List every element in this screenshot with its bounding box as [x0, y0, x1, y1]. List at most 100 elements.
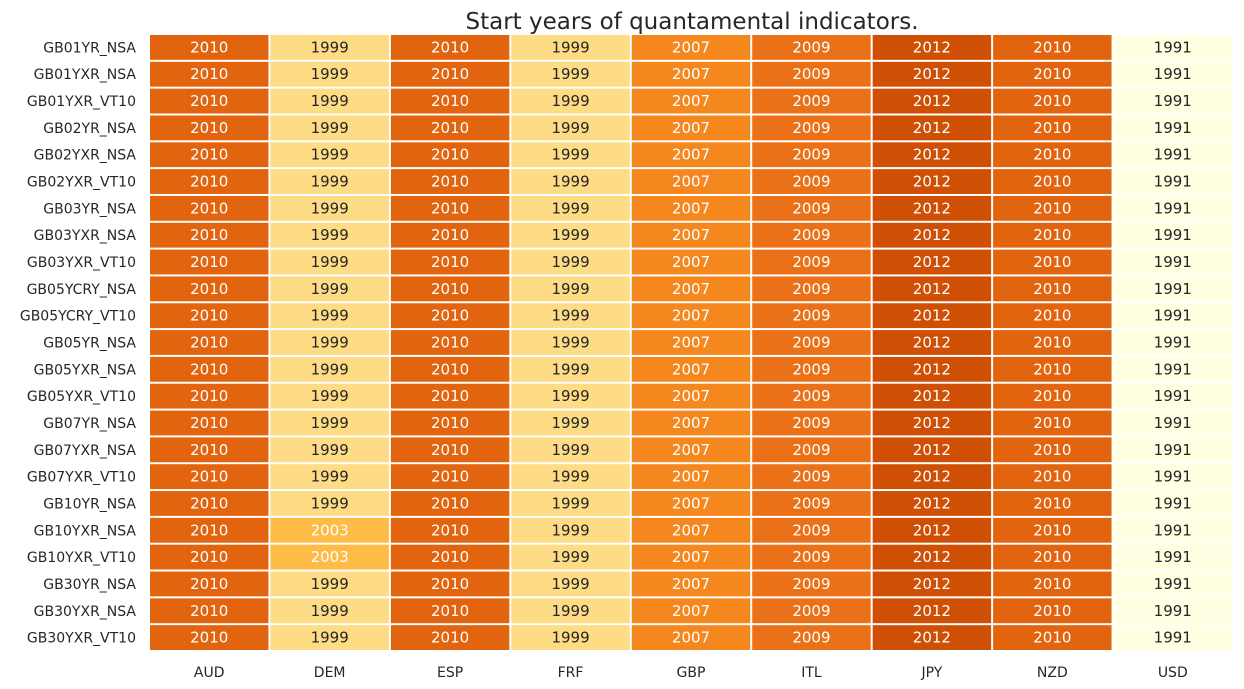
cell-value-label: 2010	[1033, 253, 1071, 271]
cell-value-label: 1999	[311, 334, 349, 352]
heatmap-cell	[270, 195, 389, 221]
heatmap-cell	[270, 598, 389, 624]
cell-value-label: 2007	[672, 92, 710, 110]
heatmap-cell	[993, 517, 1112, 543]
cell-value-label: 2007	[672, 65, 710, 83]
heatmap-cell	[511, 142, 630, 168]
heatmap-cell	[270, 464, 389, 490]
cell-value-label: 1999	[551, 92, 589, 110]
column-tick-label: USD	[1158, 665, 1188, 681]
cell-value-label: 1991	[1154, 146, 1192, 164]
heatmap-cell	[150, 410, 269, 436]
heatmap-cell	[752, 464, 871, 490]
cell-value-label: 2010	[431, 629, 469, 647]
cell-value-label: 1991	[1154, 575, 1192, 593]
heatmap-cell	[511, 464, 630, 490]
heatmap-cell	[270, 61, 389, 87]
cell-value-label: 1999	[311, 92, 349, 110]
heatmap-cell	[1113, 276, 1232, 302]
heatmap-cell	[631, 61, 751, 87]
heatmap-cell	[150, 464, 269, 490]
row-tick-label: GB07YXR_NSA	[34, 443, 137, 459]
heatmap-cell	[150, 142, 269, 168]
cell-value-label: 2012	[913, 441, 951, 459]
cell-value-label: 2012	[913, 65, 951, 83]
row-tick-label: GB03YR_NSA	[43, 201, 136, 217]
cell-value-label: 1991	[1154, 65, 1192, 83]
cell-value-label: 2010	[431, 441, 469, 459]
cell-value-label: 1999	[551, 521, 589, 539]
heatmap-cell	[872, 410, 992, 436]
heatmap-cell	[872, 276, 992, 302]
heatmap-cell	[993, 356, 1112, 382]
heatmap-cell	[752, 61, 871, 87]
heatmap-cell	[511, 571, 630, 597]
row-tick-label: GB10YXR_VT10	[27, 550, 136, 566]
row-tick-label: GB05YR_NSA	[43, 336, 136, 352]
cell-value-label: 2010	[1033, 146, 1071, 164]
cell-value-label: 2009	[792, 548, 830, 566]
heatmap-cell	[993, 571, 1112, 597]
heatmap-cell	[993, 598, 1112, 624]
cell-value-label: 1999	[311, 280, 349, 298]
cell-value-label: 2010	[190, 92, 228, 110]
cell-value-label: 2007	[672, 387, 710, 405]
cell-value-label: 2007	[672, 602, 710, 620]
heatmap-cell	[752, 625, 871, 650]
heatmap-cell	[993, 464, 1112, 490]
cell-value-label: 1999	[311, 494, 349, 512]
heatmap-cell	[631, 303, 751, 329]
cell-value-label: 2007	[672, 280, 710, 298]
cell-value-label: 2009	[792, 38, 830, 56]
cell-value-label: 2010	[1033, 494, 1071, 512]
cell-value-label: 1999	[311, 468, 349, 486]
cell-value-label: 2010	[1033, 334, 1071, 352]
heatmap-cell	[872, 169, 992, 194]
heatmap-cell	[511, 249, 630, 275]
cell-value-label: 2012	[913, 602, 951, 620]
heatmap-cell	[390, 571, 510, 597]
cell-value-label: 2010	[431, 226, 469, 244]
heatmap-cell	[1113, 169, 1232, 194]
cell-value-label: 1999	[311, 441, 349, 459]
heatmap-cell	[872, 464, 992, 490]
cell-value-label: 2012	[913, 575, 951, 593]
cell-value-label: 1991	[1154, 360, 1192, 378]
heatmap-cell	[631, 142, 751, 168]
cell-value-label: 1991	[1154, 414, 1192, 432]
cell-value-label: 2010	[190, 65, 228, 83]
cell-value-label: 1999	[551, 307, 589, 325]
cell-value-label: 1999	[551, 360, 589, 378]
column-tick-label: DEM	[314, 665, 346, 681]
cell-value-label: 2009	[792, 199, 830, 217]
cell-value-label: 2009	[792, 146, 830, 164]
cell-value-label: 2010	[431, 280, 469, 298]
heatmap-cell	[872, 356, 992, 382]
cell-value-label: 2012	[913, 253, 951, 271]
heatmap-cell	[872, 330, 992, 355]
cell-value-label: 2010	[190, 146, 228, 164]
cell-value-label: 2012	[913, 280, 951, 298]
column-tick-label: FRF	[558, 665, 584, 681]
heatmap-cell	[1113, 222, 1232, 248]
cell-value-label: 1999	[551, 38, 589, 56]
cell-value-label: 2010	[1033, 521, 1071, 539]
cell-value-label: 1999	[551, 629, 589, 647]
cell-value-label: 1999	[311, 119, 349, 137]
heatmap-cell	[872, 115, 992, 141]
column-tick-label: ESP	[437, 665, 463, 681]
cell-value-label: 2007	[672, 629, 710, 647]
cell-value-label: 2012	[913, 146, 951, 164]
heatmap-cell	[993, 410, 1112, 436]
heatmap-cell	[1113, 491, 1232, 516]
cell-value-label: 1999	[311, 387, 349, 405]
cell-value-label: 2010	[1033, 92, 1071, 110]
heatmap-cell	[631, 464, 751, 490]
cell-value-label: 2012	[913, 119, 951, 137]
cell-value-label: 2010	[431, 334, 469, 352]
row-tick-label: GB10YR_NSA	[43, 496, 136, 512]
cell-value-label: 2010	[190, 173, 228, 191]
cell-value-label: 2010	[431, 65, 469, 83]
cell-value-label: 1991	[1154, 521, 1192, 539]
cell-value-label: 1999	[311, 253, 349, 271]
